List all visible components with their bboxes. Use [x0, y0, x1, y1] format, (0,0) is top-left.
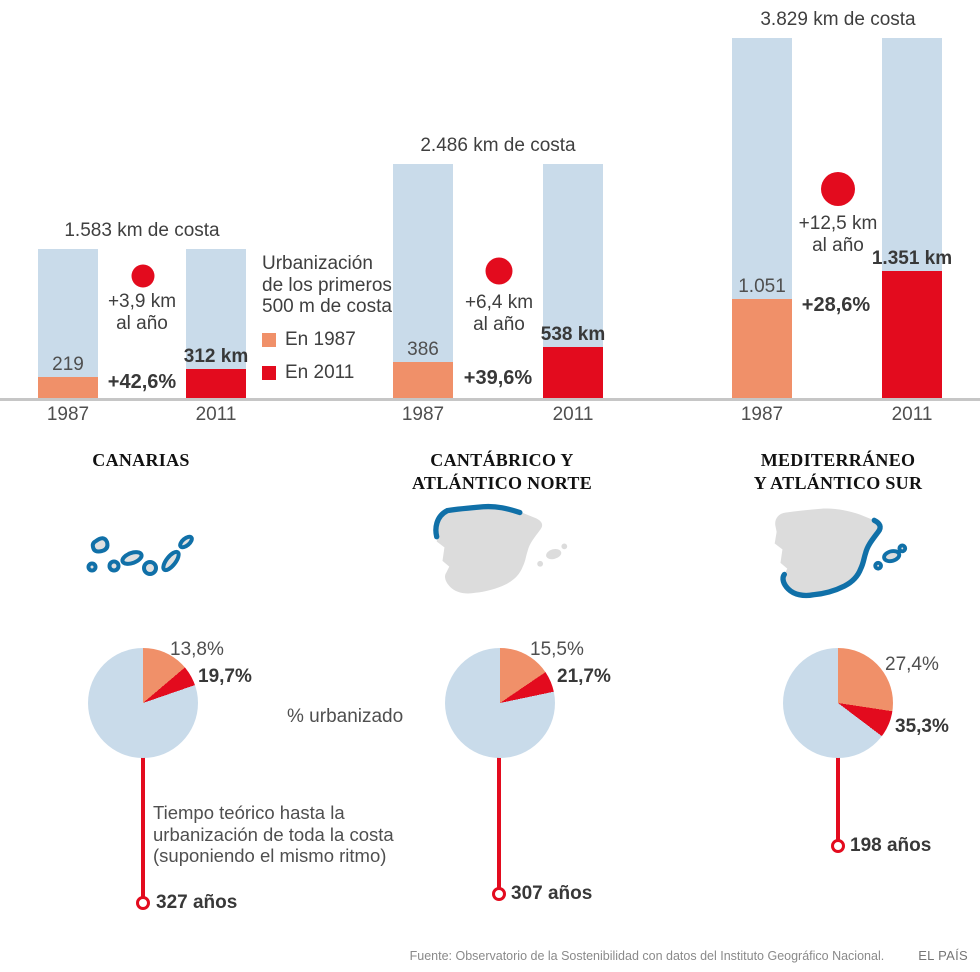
x-tick-2011: 2011	[891, 404, 933, 425]
legend-swatch-2011	[262, 365, 276, 380]
map-spain-north-coast	[433, 503, 568, 594]
urbanized-1987-bar	[38, 377, 98, 398]
legend-swatch-1987	[262, 332, 276, 347]
km-per-year-label: +12,5 km al año	[798, 213, 878, 256]
map-canary-islands	[86, 534, 194, 576]
brand-logo: EL PAÍS	[918, 948, 968, 963]
km-per-year-dot	[131, 264, 155, 288]
urbanized-2011-bar	[186, 368, 246, 398]
years-to-full-label: 327 años	[156, 892, 238, 913]
value-2011-label: 538 km	[540, 324, 606, 345]
pie-pct-1987-label: 13,8%	[170, 639, 224, 660]
urbanized-1987-bar	[732, 299, 792, 398]
growth-pct-label: +39,6%	[463, 367, 533, 389]
coast-total-label: 2.486 km de costa	[420, 135, 576, 156]
growth-pct-label: +28,6%	[801, 294, 871, 316]
footer: Fuente: Observatorio de la Sostenibilida…	[410, 948, 968, 963]
total-coast-bar-1987	[393, 164, 453, 398]
years-stick	[141, 752, 145, 903]
km-per-year-dot	[821, 172, 855, 206]
region-title: CANTÁBRICO Y ATLÁNTICO NORTE	[411, 450, 593, 493]
pie-chart-urbanized	[445, 648, 555, 758]
pie-pct-1987-label: 15,5%	[530, 639, 584, 660]
x-tick-2011: 2011	[195, 404, 237, 425]
urbanized-2011-bar	[543, 347, 603, 398]
x-tick-1987: 1987	[401, 404, 445, 425]
coast-total-label: 3.829 km de costa	[760, 9, 916, 30]
stick-end-ring	[492, 887, 506, 901]
years-to-full-label: 198 años	[850, 835, 932, 856]
urbanized-1987-bar	[393, 361, 453, 398]
stick-end-ring	[136, 896, 150, 910]
growth-pct-label: +42,6%	[107, 371, 177, 393]
stick-caption: Tiempo teórico hasta la urbanización de …	[153, 802, 394, 866]
x-tick-1987: 1987	[740, 404, 784, 425]
pie-section-caption: % urbanizado	[287, 706, 404, 727]
chart-legend: Urbanización de los primeros 500 m de co…	[262, 253, 392, 384]
source-credit: Fuente: Observatorio de la Sostenibilida…	[409, 949, 885, 963]
stick-end-ring	[831, 839, 845, 853]
value-2011-label: 312 km	[183, 346, 249, 367]
region-title: CANARIAS	[92, 450, 190, 470]
km-per-year-label: +6,4 km al año	[464, 292, 534, 335]
value-2011-label: 1.351 km	[871, 248, 953, 269]
years-stick	[836, 752, 840, 846]
km-per-year-dot	[485, 257, 513, 285]
pie-chart-urbanized	[783, 648, 893, 758]
legend-item-2011: En 2011	[262, 362, 392, 384]
pie-pct-2011-label: 35,3%	[895, 716, 949, 737]
legend-item-1987: En 1987	[262, 329, 392, 351]
legend-title: Urbanización de los primeros 500 m de co…	[262, 253, 392, 317]
years-to-full-label: 307 años	[511, 883, 593, 904]
total-coast-bar-1987	[38, 249, 98, 398]
region-title: MEDITERRÁNEO Y ATLÁNTICO SUR	[753, 450, 923, 493]
axis-baseline	[0, 398, 980, 401]
urbanized-2011-bar	[882, 270, 942, 398]
km-per-year-label: +3,9 km al año	[107, 291, 177, 334]
pie-pct-2011-label: 19,7%	[198, 666, 252, 687]
years-stick	[497, 752, 501, 894]
value-1987-label: 386	[407, 339, 439, 360]
x-tick-1987: 1987	[46, 404, 90, 425]
map-spain-mediterranean-coast	[774, 508, 908, 599]
coast-total-label: 1.583 km de costa	[64, 220, 220, 241]
pie-pct-2011-label: 21,7%	[557, 666, 611, 687]
legend-label-1987: En 1987	[285, 328, 356, 350]
pie-pct-1987-label: 27,4%	[885, 654, 939, 675]
legend-label-2011: En 2011	[285, 361, 355, 383]
x-tick-2011: 2011	[552, 404, 594, 425]
value-1987-label: 219	[52, 354, 84, 375]
value-1987-label: 1.051	[738, 276, 786, 297]
pie-chart-urbanized	[88, 648, 198, 758]
